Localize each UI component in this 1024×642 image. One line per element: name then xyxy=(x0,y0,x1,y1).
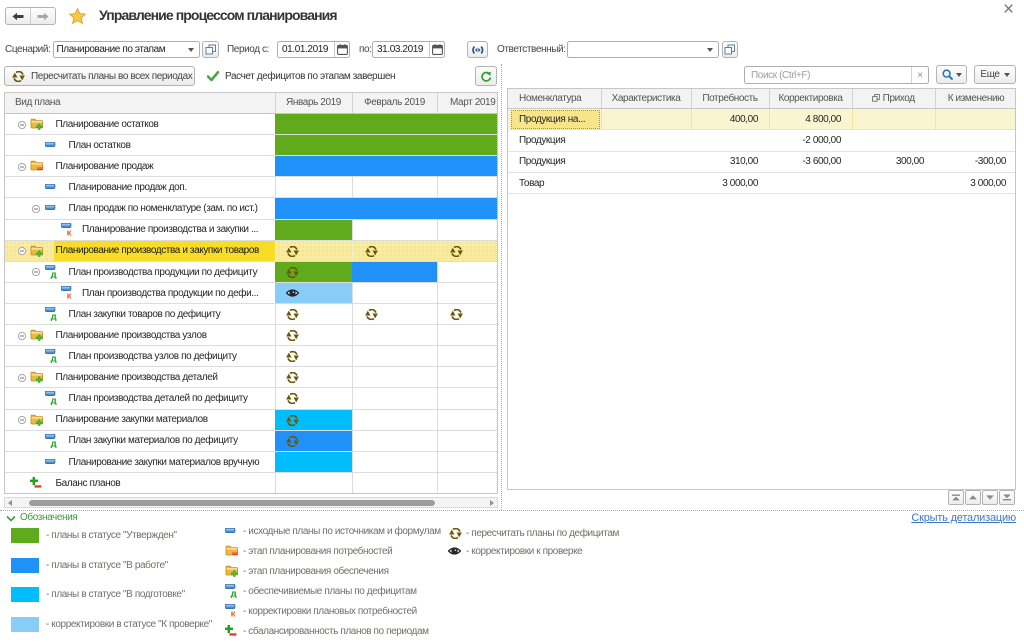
svg-text:д: д xyxy=(231,589,237,598)
svg-text:д: д xyxy=(51,269,57,278)
svg-text:к: к xyxy=(67,227,72,236)
svg-text:д: д xyxy=(51,396,57,405)
svg-text:д: д xyxy=(51,438,57,447)
svg-text:к: к xyxy=(67,290,72,299)
svg-text:к: к xyxy=(231,609,236,618)
svg-text:д: д xyxy=(51,312,57,321)
svg-text:д: д xyxy=(51,354,57,363)
